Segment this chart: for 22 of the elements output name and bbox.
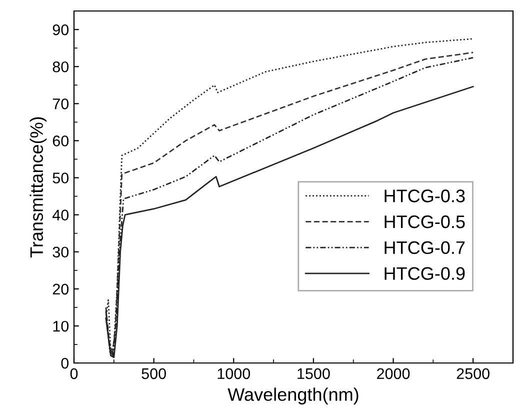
- y-tick-label: 90: [52, 24, 69, 36]
- y-tick-label: 30: [52, 246, 69, 258]
- x-tick-label: 500: [142, 368, 166, 380]
- x-tick-label: 1500: [298, 368, 330, 380]
- y-tick-label: 40: [52, 210, 69, 220]
- y-tick-label: 0: [61, 358, 69, 369]
- y-axis-title: Transmittance(%): [30, 117, 47, 258]
- y-tick-label: 70: [52, 98, 69, 110]
- y-tick-label: 10: [53, 320, 69, 332]
- y-tick-label: 80: [52, 61, 69, 72]
- legend-label: HTCG-0.3: [384, 190, 465, 202]
- x-tick-label: 2000: [377, 368, 410, 380]
- x-axis-title: Wavelength(nm): [228, 388, 358, 404]
- y-tick-label: 50: [52, 172, 69, 184]
- x-tick-label: 1000: [218, 368, 250, 380]
- y-tick-label: 20: [52, 284, 69, 295]
- legend-label: HTCG-0.9: [384, 267, 465, 280]
- y-tick-label: 60: [52, 136, 69, 146]
- legend-label: HTCG-0.7: [384, 241, 465, 254]
- legend-label: HTCG-0.5: [384, 215, 465, 228]
- x-tick-label: 2500: [456, 368, 490, 380]
- x-tick-label: 0: [70, 368, 78, 380]
